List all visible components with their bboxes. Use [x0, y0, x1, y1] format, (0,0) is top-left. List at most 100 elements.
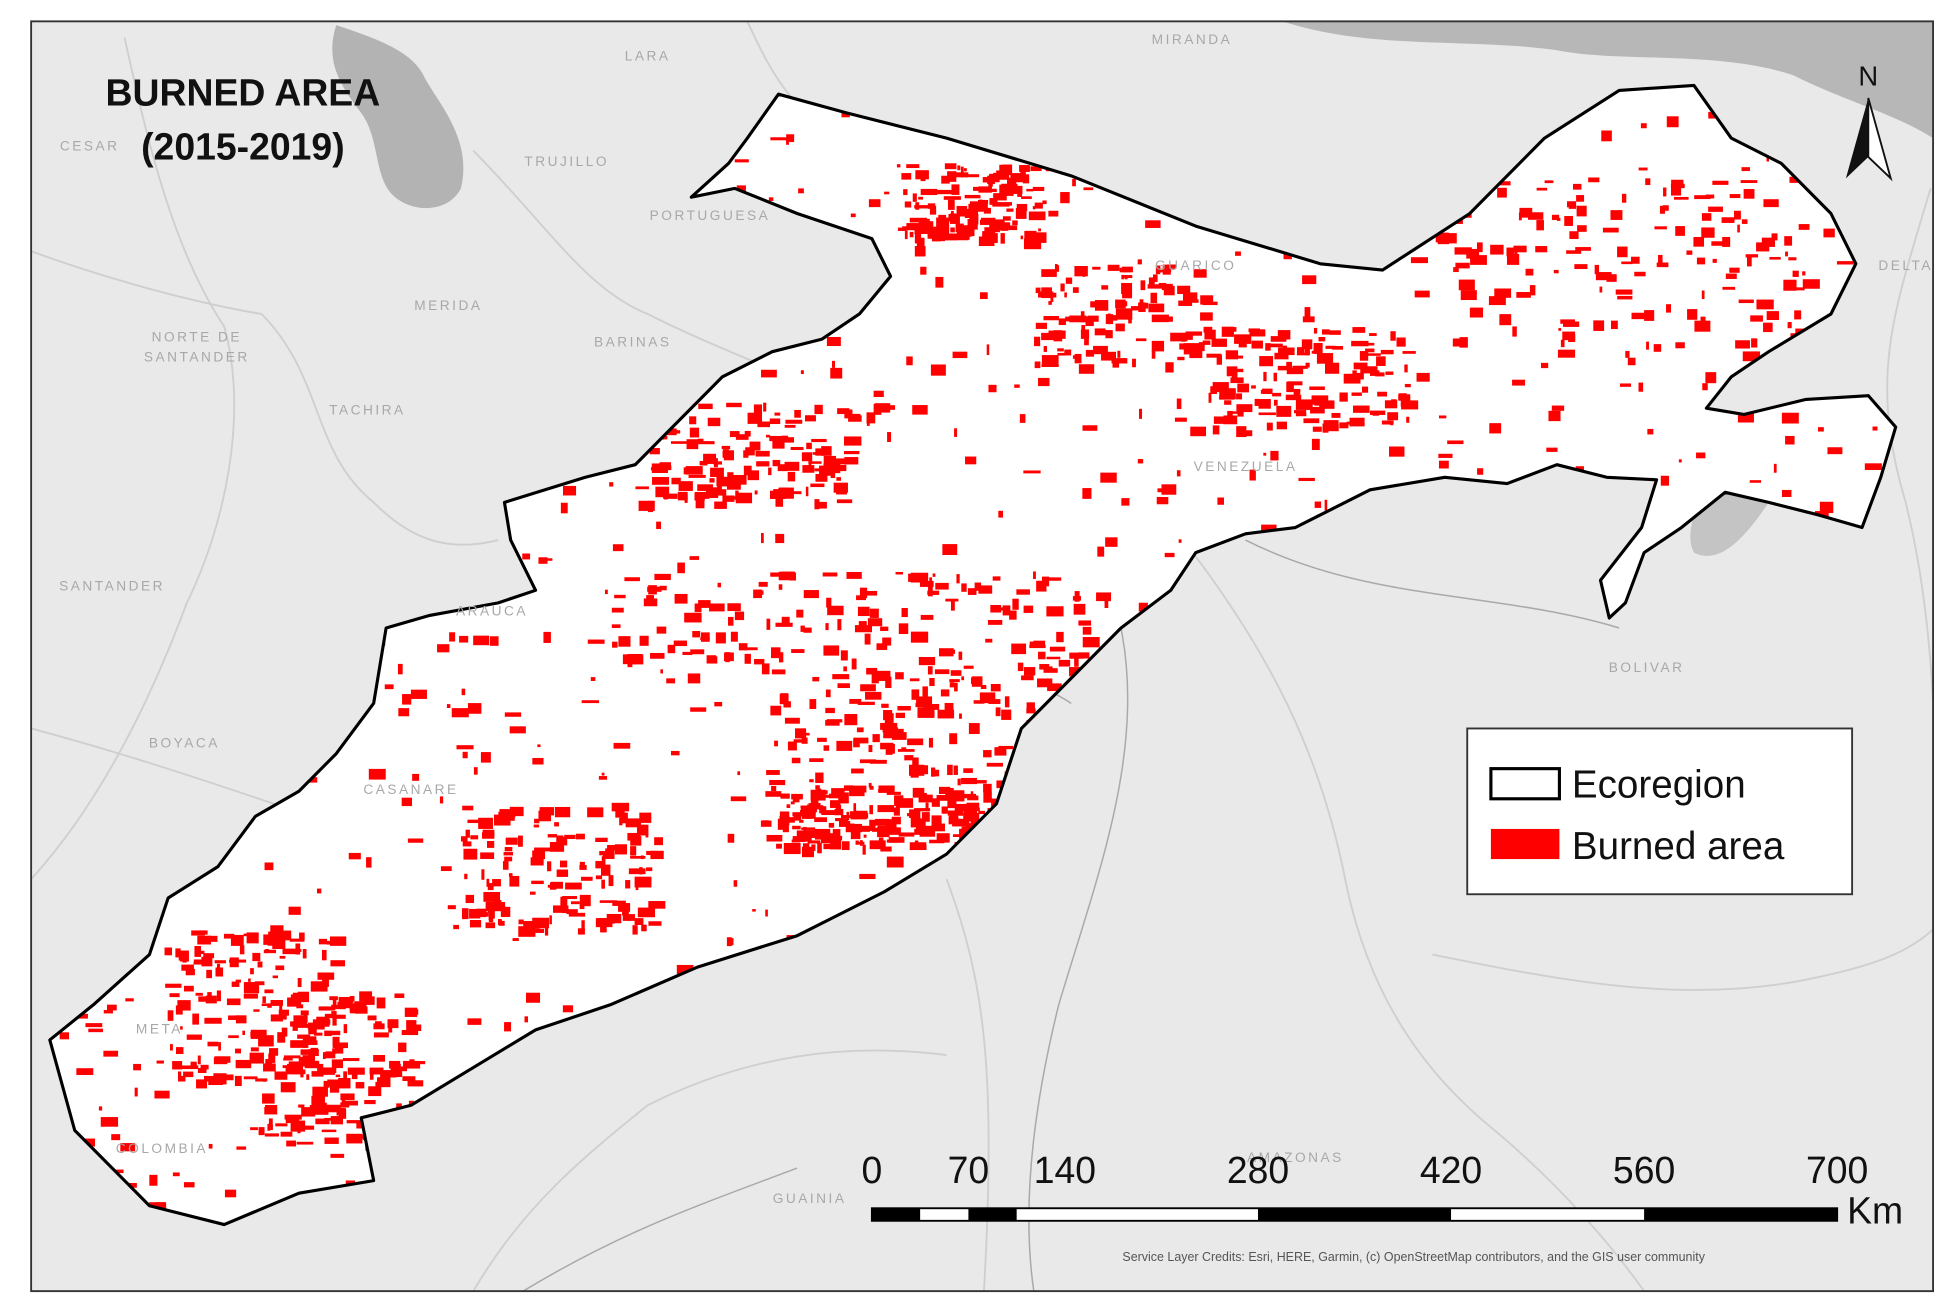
ecoregion-fill — [49, 85, 1896, 1225]
burned-patch — [205, 995, 217, 1004]
burned-patch — [297, 978, 302, 988]
burned-patch — [912, 405, 928, 415]
burned-patch — [869, 608, 879, 618]
burned-patch — [948, 816, 957, 825]
burned-patch — [920, 266, 927, 275]
burned-patch — [791, 839, 800, 843]
burned-patch — [318, 1006, 336, 1011]
burned-patch — [349, 995, 355, 1002]
burned-patch — [1646, 341, 1649, 350]
burned-patch — [1083, 187, 1094, 191]
burned-patch — [883, 709, 893, 721]
burned-patch — [734, 611, 745, 621]
burned-patch — [342, 1100, 358, 1106]
burned-patch — [1331, 412, 1341, 418]
burned-patch — [676, 964, 694, 975]
burned-patch — [697, 484, 714, 491]
burned-patch — [703, 453, 717, 464]
burned-patch — [823, 455, 837, 467]
burned-patch — [942, 224, 950, 233]
burned-patch — [1193, 269, 1207, 278]
burned-patch — [836, 477, 841, 481]
burned-patch — [705, 487, 719, 498]
burned-patch — [688, 474, 706, 478]
burned-patch — [1314, 501, 1322, 508]
burned-patch — [1285, 394, 1302, 401]
burned-patch — [695, 499, 705, 509]
burned-patch — [1741, 219, 1748, 224]
burned-patch — [1696, 452, 1706, 459]
burned-patch — [277, 1032, 286, 1043]
burned-patch — [692, 630, 701, 638]
burned-patch — [634, 918, 644, 926]
burned-patch — [343, 1071, 348, 1082]
burned-patch — [1135, 338, 1147, 342]
burned-patch — [874, 403, 891, 413]
burned-patch — [461, 908, 469, 920]
burned-patch — [553, 905, 569, 913]
burned-patch — [1339, 392, 1348, 402]
burned-patch — [941, 806, 948, 814]
burned-patch — [1258, 412, 1276, 416]
burned-patch — [1568, 205, 1577, 209]
burned-patch — [945, 649, 956, 654]
burned-patch — [538, 557, 548, 564]
burned-patch — [710, 656, 718, 664]
burned-patch — [1034, 336, 1041, 347]
burned-patch — [103, 1050, 119, 1057]
burned-patch — [1039, 664, 1050, 670]
burned-patch — [840, 650, 848, 661]
burned-patch — [1740, 180, 1758, 183]
place-label: BOYACA — [149, 735, 220, 750]
burned-patch — [1213, 416, 1224, 424]
burned-patch — [949, 790, 965, 802]
burned-patch — [1476, 242, 1483, 253]
place-label: AMAZONAS — [1247, 1150, 1344, 1165]
burned-patch — [559, 860, 568, 868]
burned-patch — [920, 188, 938, 196]
burned-patch — [196, 1079, 208, 1089]
burned-patch — [783, 843, 801, 855]
burned-patch — [246, 932, 259, 944]
burned-patch — [1660, 475, 1670, 486]
burned-patch — [1057, 352, 1066, 356]
burned-patch — [901, 173, 912, 180]
burned-patch — [1489, 423, 1502, 434]
burned-patch — [870, 759, 887, 764]
burned-patch — [947, 764, 953, 776]
boundary — [472, 1049, 947, 1292]
burned-patch — [990, 605, 1002, 613]
burned-patch — [818, 833, 827, 836]
burned-patch — [743, 450, 749, 458]
burned-patch — [1265, 343, 1271, 351]
burned-patch — [197, 935, 211, 945]
burned-patch — [334, 1014, 346, 1019]
burned-patch — [920, 170, 926, 182]
burned-patch — [1414, 290, 1430, 298]
burned-patch — [1675, 226, 1685, 236]
burned-patch — [1575, 247, 1591, 251]
burned-patch — [1069, 667, 1081, 677]
burned-patch — [453, 924, 459, 930]
burned-patch — [634, 876, 652, 888]
burned-patch — [1325, 345, 1336, 349]
burned-patch — [437, 644, 450, 653]
burned-patch — [761, 663, 770, 675]
burned-patch — [1155, 265, 1161, 275]
burned-patch — [1563, 321, 1580, 327]
burned-patch — [670, 750, 680, 756]
burned-patch — [1610, 210, 1623, 220]
burned-patch — [264, 989, 274, 994]
burned-patch — [235, 1048, 242, 1054]
river — [1245, 539, 1620, 629]
burned-patch — [1352, 370, 1357, 381]
burned-patch — [1251, 340, 1263, 349]
burned-patch — [595, 837, 608, 843]
burned-patch — [801, 827, 816, 830]
burned-patch — [206, 969, 212, 979]
burned-patch — [612, 641, 618, 648]
burned-patch — [802, 465, 815, 473]
burned-patch — [1276, 405, 1292, 417]
burned-patch — [630, 835, 642, 846]
burned-patch — [825, 623, 829, 631]
